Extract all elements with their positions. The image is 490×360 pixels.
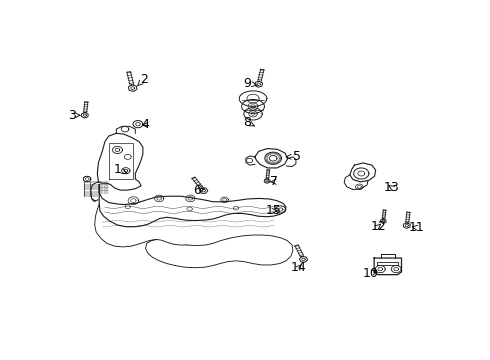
Text: 1: 1 xyxy=(114,163,127,176)
Text: 14: 14 xyxy=(291,261,306,274)
Text: 8: 8 xyxy=(244,116,254,129)
Text: 11: 11 xyxy=(409,221,424,234)
Text: 13: 13 xyxy=(384,181,399,194)
Text: 9: 9 xyxy=(244,77,257,90)
Text: 12: 12 xyxy=(370,220,386,233)
Text: 7: 7 xyxy=(270,175,278,188)
Text: 5: 5 xyxy=(286,150,301,163)
Text: 4: 4 xyxy=(142,118,149,131)
Text: 10: 10 xyxy=(363,267,379,280)
Text: 6: 6 xyxy=(193,184,204,197)
Text: 2: 2 xyxy=(137,73,148,86)
Text: 3: 3 xyxy=(68,109,80,122)
Text: 15: 15 xyxy=(266,204,282,217)
